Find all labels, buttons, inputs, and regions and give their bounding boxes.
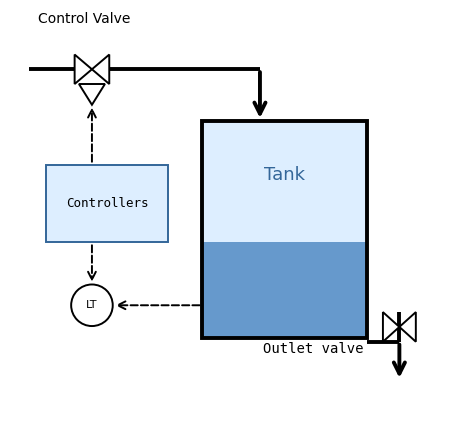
Bar [202,121,367,338]
Text: Tank: Tank [264,166,305,184]
Polygon shape [383,312,400,342]
Polygon shape [400,312,416,342]
Text: Outlet valve: Outlet valve [263,342,364,355]
Bar [46,165,168,242]
Polygon shape [92,55,109,84]
Text: Controllers: Controllers [66,197,148,210]
Text: Control Valve: Control Valve [38,13,130,26]
Polygon shape [79,84,105,105]
Bar [202,121,367,242]
Text: LT: LT [86,300,98,310]
Bar [202,242,367,338]
Circle shape [71,284,113,326]
Polygon shape [74,55,92,84]
